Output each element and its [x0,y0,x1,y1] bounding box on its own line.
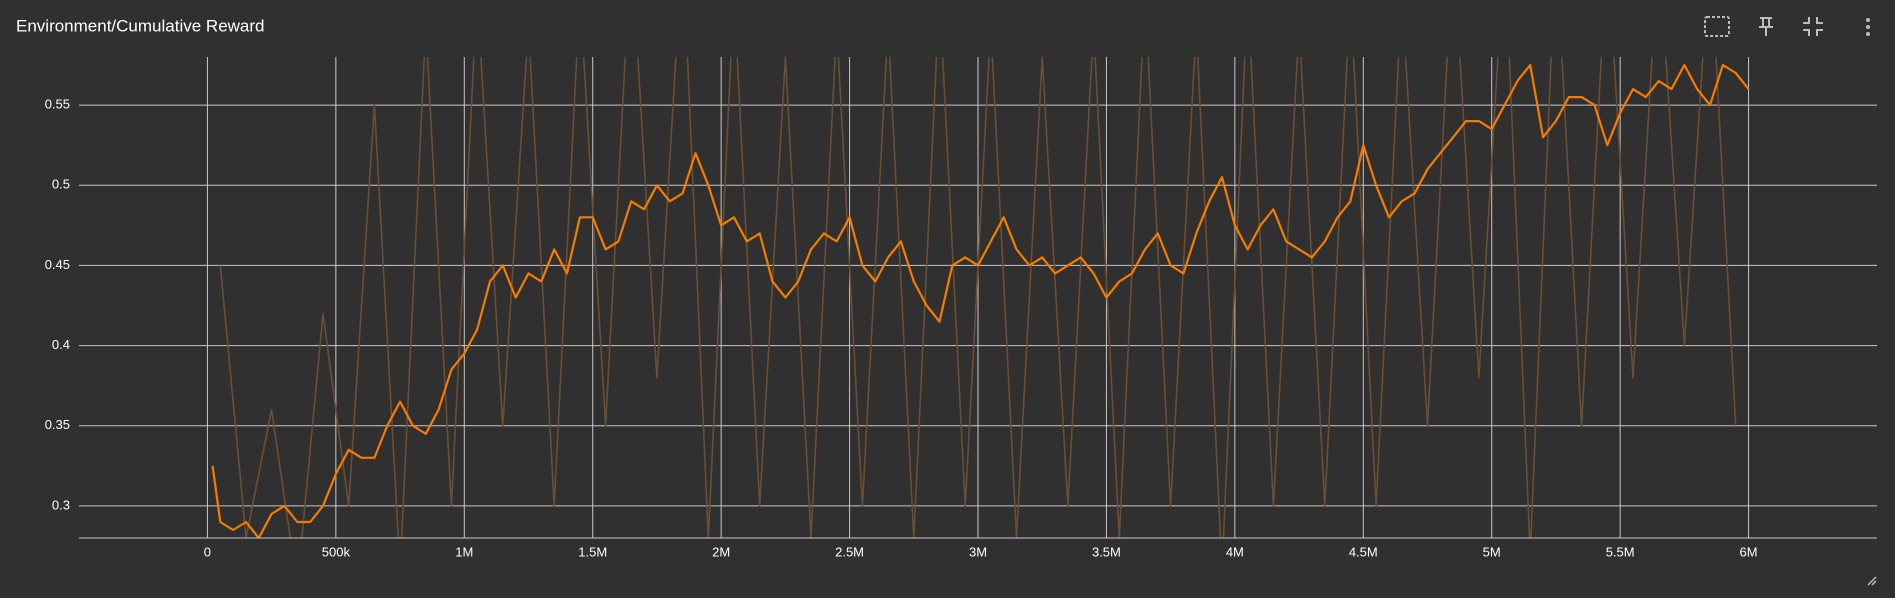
x-tick-label: 5M [1483,544,1501,559]
y-tick-label: 0.5 [52,177,70,192]
x-tick-label: 2M [712,544,730,559]
x-tick-label: 3M [969,544,987,559]
tick-labels: 0.3 0.35 0.4 0.45 0.5 0.55 0 500k 1M 1.5M 2M 2.5M 3M… [45,97,1758,560]
y-tick-label: 0.3 [52,497,70,512]
resize-handle[interactable] [1867,576,1877,586]
x-tick-label: 0 [204,544,211,559]
menu-button[interactable] [1866,18,1870,36]
x-tick-label: 3.5M [1092,544,1121,559]
collapse-button[interactable] [1803,17,1823,36]
y-tick-label: 0.45 [45,257,70,272]
fit-domain-button[interactable] [1704,16,1730,37]
x-tick-label: 5.5M [1606,544,1635,559]
x-tick-label: 1M [455,544,473,559]
chart-title: Environment/Cumulative Reward [16,16,265,35]
series-line [211,63,1750,538]
x-tick-label: 2.5M [835,544,864,559]
x-tick-label: 1.5M [578,544,607,559]
x-tick-label: 4.5M [1349,544,1378,559]
x-tick-label: 500k [322,544,351,559]
plot-area [211,57,1750,538]
y-tick-label: 0.4 [52,337,70,352]
x-tick-label: 6M [1740,544,1758,559]
y-tick-label: 0.35 [45,417,70,432]
grid [79,57,1877,538]
x-tick-label: 4M [1226,544,1244,559]
y-tick-label: 0.55 [45,97,70,112]
pin-button[interactable] [1759,17,1773,36]
toolbar [1704,16,1877,586]
